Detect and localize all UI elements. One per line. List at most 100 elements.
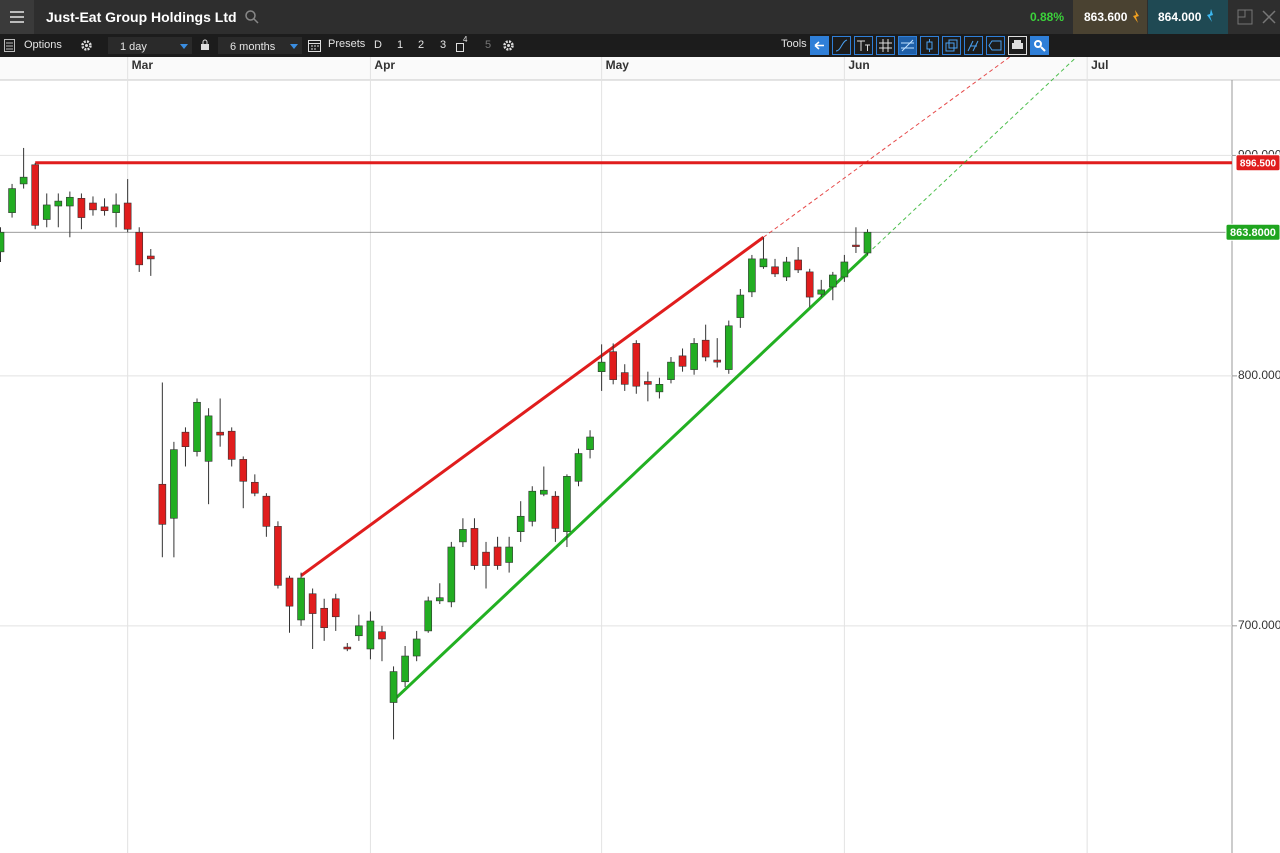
preset-button[interactable]: 4 (463, 35, 468, 44)
candle-body (401, 655, 409, 683)
popout-icon[interactable] (1237, 9, 1253, 25)
candle-body (262, 495, 271, 527)
candle-body (0, 231, 5, 253)
preset-button[interactable]: 2 (418, 39, 425, 51)
candle-body (355, 625, 363, 637)
candle-body (285, 577, 294, 607)
last-price-label: 863.8000 (1230, 227, 1276, 239)
candle-body (181, 431, 190, 447)
candle-body (540, 489, 548, 495)
tool-back[interactable] (810, 36, 829, 55)
options-icon (4, 39, 15, 52)
candle-body (378, 631, 386, 640)
buy-price: 864.000 (1158, 10, 1202, 24)
menu-button[interactable] (0, 0, 34, 34)
preset-button[interactable]: 1 (397, 39, 404, 51)
candle-body (412, 638, 421, 657)
trendline-extension (867, 57, 1077, 255)
y-tick-label: 800.000 (1238, 368, 1280, 382)
candle-body (759, 258, 768, 268)
candle-body (655, 384, 664, 393)
candle-body (31, 164, 39, 226)
range-dropdown[interactable]: 6 months (218, 37, 302, 54)
preset-button[interactable]: D (374, 39, 382, 51)
labels-layer: 700.000800.000900.000MarAprMayJunJul863.… (132, 58, 1280, 632)
tool-settings[interactable] (1030, 36, 1049, 55)
candle-body (77, 198, 86, 218)
tool-text[interactable] (854, 36, 873, 55)
x-tick-label: May (606, 58, 630, 72)
sell-price: 863.600 (1084, 10, 1128, 24)
candle-body (308, 593, 317, 614)
dropdown-arrow (290, 44, 298, 49)
candle-body (274, 526, 282, 586)
tool-icon (814, 41, 824, 50)
candle-body (204, 415, 213, 462)
candle-body (574, 453, 583, 482)
marks-layer (0, 147, 872, 740)
candle-body (54, 200, 63, 207)
tool-layers[interactable] (942, 36, 961, 55)
candle-body (829, 274, 837, 288)
candle-body (459, 529, 467, 543)
x-tick-label: Jun (848, 58, 869, 72)
tool-fork[interactable] (964, 36, 983, 55)
tool-candle[interactable] (920, 36, 939, 55)
preset-button[interactable]: 3 (440, 39, 447, 51)
candle-body (505, 546, 513, 563)
dropdown-arrow (180, 44, 188, 49)
candle-body (852, 244, 860, 247)
presets-label: Presets (328, 38, 366, 50)
buy-box[interactable]: 864.000 (1148, 0, 1228, 34)
tool-icon (1034, 40, 1046, 52)
candle-body (632, 343, 641, 387)
tool-fib[interactable] (898, 36, 917, 55)
preset-button[interactable]: 5 (485, 39, 492, 51)
candle-body (158, 483, 167, 525)
candle-body (724, 325, 733, 370)
date-axis-band (0, 57, 1280, 80)
settings-icon[interactable] (80, 39, 93, 52)
candle-body (135, 231, 144, 266)
sell-box[interactable]: 863.600 (1073, 0, 1147, 34)
trendline (392, 252, 869, 702)
toolbar: Options 1 day 6 months Presets D 1 2 3 4… (0, 34, 1280, 57)
x-tick-label: Jul (1091, 58, 1108, 72)
range-label: 6 months (230, 41, 276, 53)
calendar-icon[interactable] (308, 39, 321, 52)
tool-grid[interactable] (876, 36, 895, 55)
tool-line[interactable] (832, 36, 851, 55)
tool-print[interactable] (1008, 36, 1027, 55)
candle-body (239, 459, 248, 482)
candle-body (528, 490, 537, 522)
candle-body (493, 546, 502, 566)
candle-body (794, 259, 802, 271)
candle-body (331, 598, 340, 618)
candle-body (170, 449, 178, 519)
candle-body (320, 607, 328, 629)
candle-body (66, 196, 74, 207)
candle-body (782, 261, 791, 278)
candle-body (470, 528, 479, 566)
tool-icon (988, 40, 1002, 51)
tool-label[interactable] (986, 36, 1005, 55)
candle-body (620, 372, 629, 385)
candle-body (713, 359, 722, 363)
buy-arrow (1207, 9, 1213, 22)
close-icon[interactable] (1261, 9, 1277, 25)
search-icon[interactable] (244, 9, 260, 25)
candle-body (193, 401, 201, 452)
candle-body (8, 188, 16, 213)
settings-icon[interactable] (502, 39, 515, 52)
candle-body (100, 206, 109, 212)
tool-icon (901, 39, 914, 52)
candle-body (805, 271, 814, 298)
candle-body (667, 361, 675, 380)
candle-body (435, 597, 444, 602)
interval-dropdown[interactable]: 1 day (108, 37, 192, 54)
candle-body (89, 202, 97, 211)
options-button[interactable]: Options (24, 39, 62, 51)
candle-body (19, 176, 28, 185)
lock-icon[interactable] (200, 39, 210, 51)
